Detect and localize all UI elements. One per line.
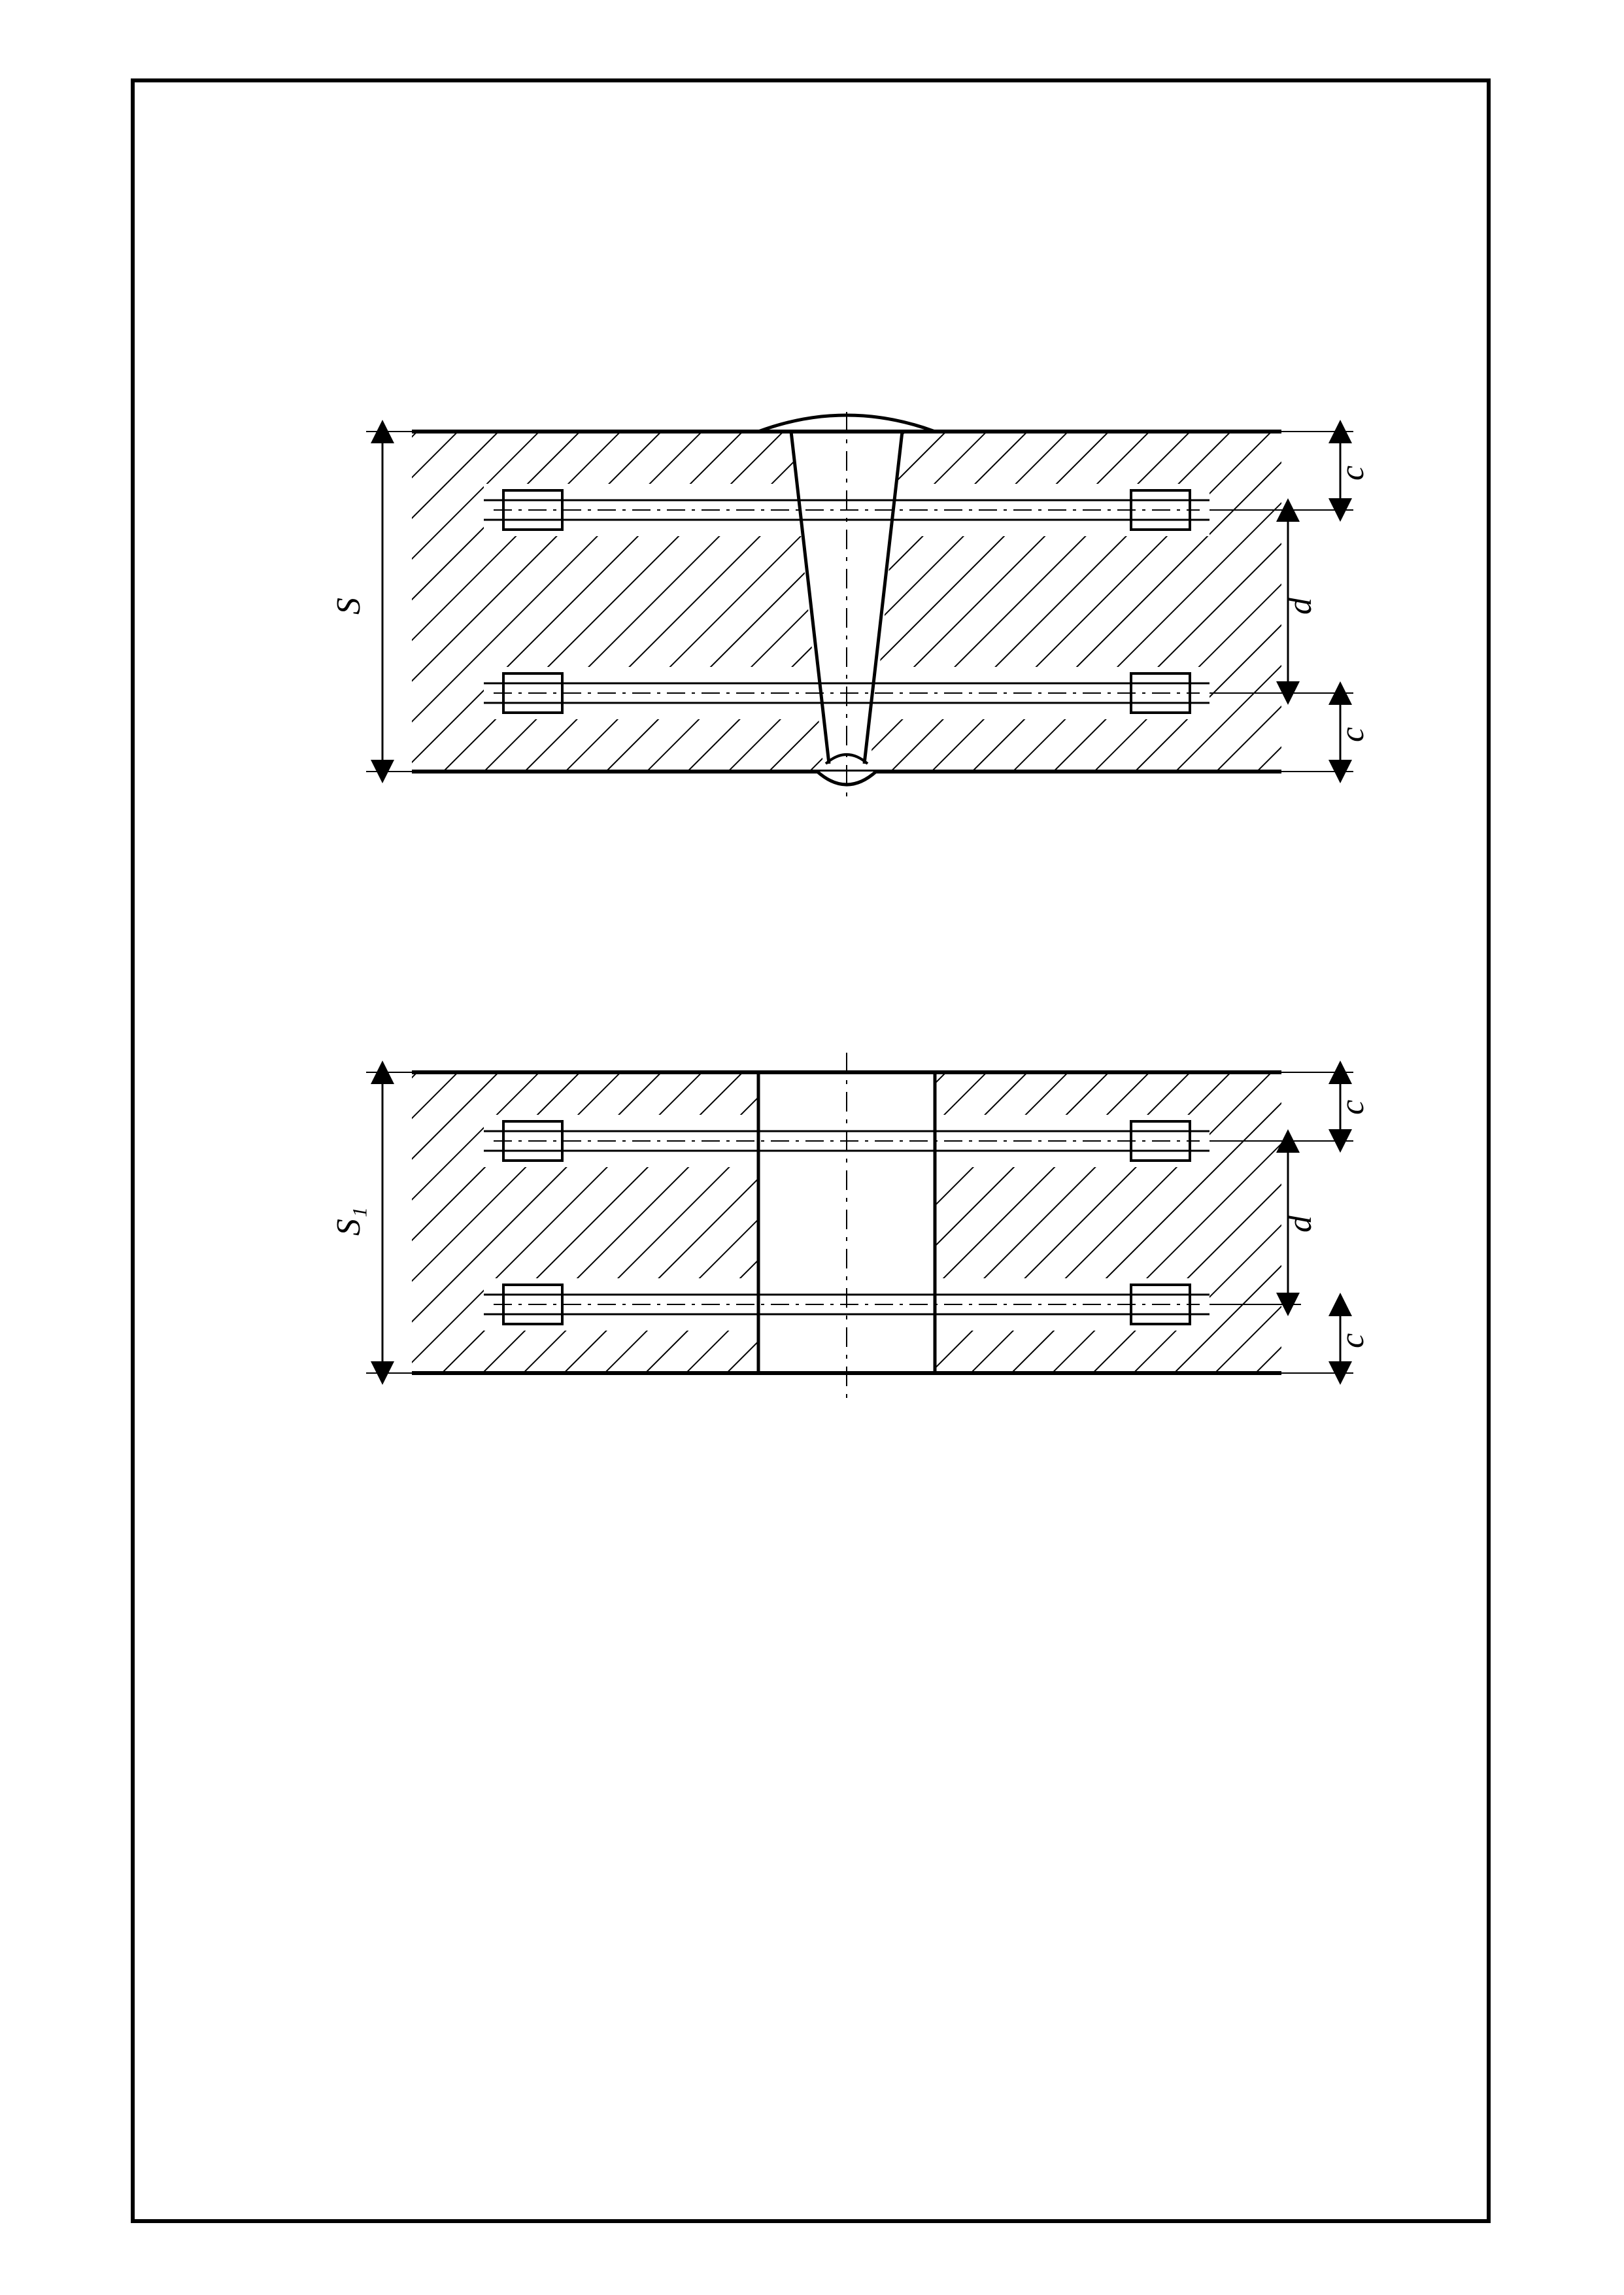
dim-s1-label: S₁ xyxy=(330,1207,367,1236)
dim-c-bot: c xyxy=(1334,727,1371,742)
dim-s-label: S xyxy=(330,598,367,615)
dim-c-bot-b: c xyxy=(1334,1333,1371,1348)
dim-d-b: d xyxy=(1281,1215,1319,1232)
figure-b-svg: S₁ c d c xyxy=(320,1046,1399,1504)
legend xyxy=(255,1582,317,1637)
dim-c-top: c xyxy=(1334,466,1371,481)
dim-d: d xyxy=(1281,597,1319,615)
figure-b: S₁ c d c xyxy=(320,1046,1399,1510)
dim-c-top-b: c xyxy=(1334,1100,1371,1115)
figure-a-svg: S c d c xyxy=(320,405,1399,902)
figure-a: S c d c xyxy=(320,405,1399,909)
